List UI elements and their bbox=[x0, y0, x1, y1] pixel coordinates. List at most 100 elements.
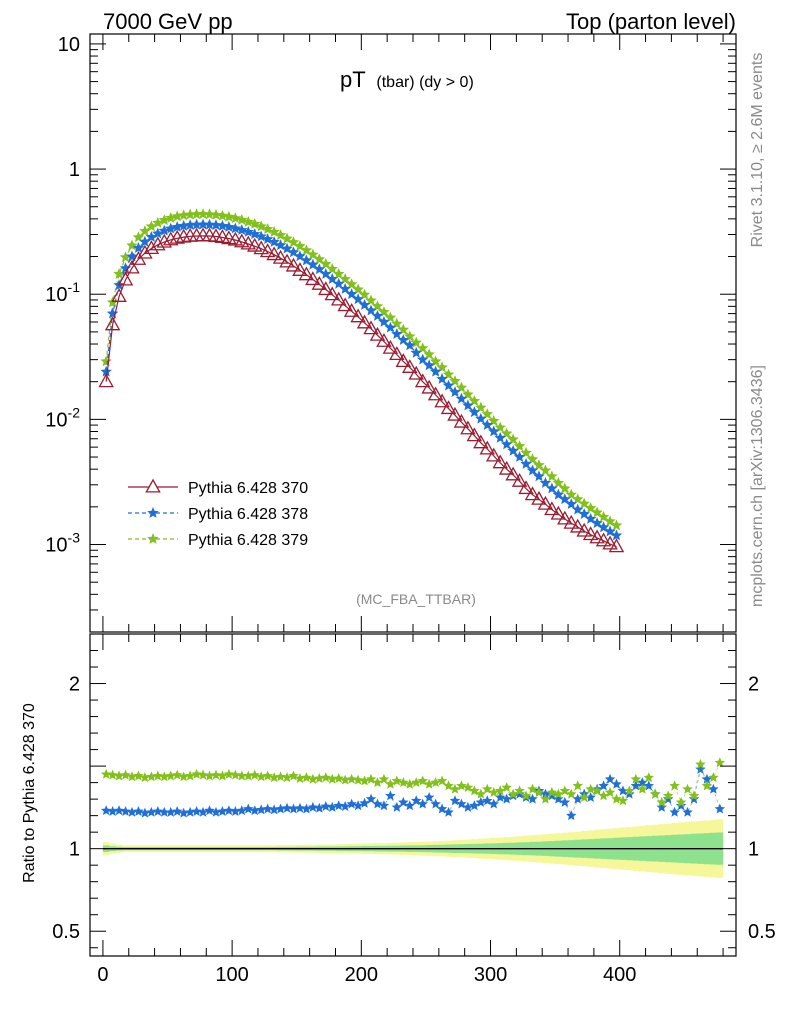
series-line bbox=[105, 223, 617, 537]
ratio-data-point bbox=[100, 805, 112, 816]
data-point bbox=[171, 210, 183, 222]
data-point bbox=[397, 323, 410, 335]
data-point bbox=[158, 224, 170, 236]
x-tick-label: 200 bbox=[345, 964, 378, 986]
ratio-data-point bbox=[449, 783, 461, 794]
y-tick-label: 1 bbox=[69, 159, 80, 181]
ratio-data-point bbox=[436, 775, 448, 786]
ratio-data-point bbox=[669, 806, 680, 817]
data-point bbox=[313, 263, 326, 275]
ratio-data-point bbox=[411, 777, 422, 788]
data-point bbox=[550, 505, 567, 520]
ratio-data-point bbox=[333, 800, 344, 811]
data-point bbox=[475, 412, 487, 424]
data-point bbox=[507, 433, 519, 445]
data-point bbox=[345, 278, 358, 290]
ratio-data-point bbox=[708, 772, 719, 783]
data-point bbox=[171, 221, 183, 232]
ratio-data-point bbox=[339, 801, 351, 812]
data-point bbox=[526, 453, 539, 465]
legend-label: Pythia 6.428 378 bbox=[188, 506, 308, 523]
y-tick-label-exponent: -3 bbox=[68, 530, 81, 546]
ratio-data-point bbox=[533, 787, 545, 797]
data-point bbox=[384, 321, 397, 333]
data-point bbox=[455, 392, 468, 404]
data-point bbox=[236, 224, 248, 236]
legend-swatch-marker bbox=[147, 533, 159, 544]
data-point bbox=[371, 300, 384, 312]
ratio-data-point bbox=[204, 805, 215, 816]
ratio-data-point bbox=[385, 790, 396, 801]
ratio-data-point bbox=[184, 770, 196, 781]
data-point bbox=[356, 314, 373, 329]
ratio-data-point bbox=[288, 770, 299, 781]
data-point bbox=[266, 246, 282, 261]
ratio-data-point bbox=[611, 778, 622, 789]
data-point bbox=[229, 222, 242, 234]
ratio-data-point bbox=[488, 798, 499, 809]
ratio-plot-frame bbox=[89, 633, 737, 957]
data-point bbox=[223, 221, 235, 232]
ratio-data-point bbox=[268, 804, 280, 815]
data-point bbox=[416, 342, 429, 354]
data-point bbox=[537, 495, 554, 510]
data-point bbox=[559, 482, 571, 494]
ratio-data-point bbox=[352, 774, 364, 785]
data-point bbox=[190, 218, 203, 230]
ratio-data-point bbox=[456, 780, 467, 791]
data-point bbox=[326, 273, 338, 284]
data-point bbox=[591, 517, 603, 529]
data-point bbox=[139, 225, 151, 237]
data-point bbox=[119, 251, 132, 263]
data-point bbox=[358, 299, 371, 310]
data-point bbox=[311, 275, 328, 290]
ratio-data-point bbox=[152, 806, 164, 816]
ratio-data-point bbox=[255, 804, 267, 815]
ratio-data-point bbox=[378, 800, 390, 811]
data-point bbox=[113, 268, 125, 279]
ratio-data-point bbox=[146, 806, 157, 817]
data-point bbox=[595, 532, 612, 547]
ratio-data-point bbox=[352, 800, 364, 811]
data-point bbox=[197, 218, 209, 230]
data-point bbox=[184, 219, 196, 231]
data-point bbox=[195, 227, 211, 242]
data-point bbox=[320, 258, 332, 269]
data-point bbox=[117, 271, 134, 286]
data-point bbox=[333, 268, 345, 279]
data-point bbox=[177, 209, 190, 221]
ratio-series-pythia-6-428-378 bbox=[100, 763, 726, 821]
data-point bbox=[358, 288, 371, 300]
ratio-data-point bbox=[572, 780, 583, 791]
ratio-data-point bbox=[146, 771, 157, 782]
data-point bbox=[119, 262, 132, 274]
ratio-data-point bbox=[359, 797, 370, 808]
data-point bbox=[423, 348, 435, 360]
ratio-data-point bbox=[591, 785, 603, 796]
ratio-data-point bbox=[372, 777, 383, 788]
data-point bbox=[236, 213, 248, 225]
ratio-data-point bbox=[262, 770, 273, 781]
data-point bbox=[305, 271, 321, 286]
data-point bbox=[479, 440, 496, 455]
ratio-data-point bbox=[314, 772, 325, 783]
ratio-data-point bbox=[372, 798, 383, 809]
ratio-data-point bbox=[688, 790, 700, 801]
y-tick-label: 10 bbox=[58, 34, 80, 56]
data-point bbox=[294, 240, 306, 252]
data-point bbox=[150, 236, 166, 251]
ratio-data-point bbox=[107, 806, 118, 816]
data-point bbox=[473, 434, 489, 449]
header-left-label: 7000 GeV pp bbox=[103, 9, 233, 34]
data-point bbox=[507, 444, 519, 456]
ratio-data-point bbox=[572, 793, 583, 804]
ratio-data-point bbox=[404, 778, 415, 789]
rivet-version-label: Rivet 3.1.10, ≥ 2.6M events bbox=[749, 53, 766, 248]
ratio-data-point bbox=[630, 773, 642, 784]
ratio-data-point bbox=[268, 772, 280, 783]
ratio-data-point bbox=[650, 788, 661, 799]
data-point bbox=[124, 259, 140, 274]
ratio-series-layer bbox=[100, 757, 726, 821]
ratio-data-point bbox=[398, 777, 409, 788]
data-point bbox=[397, 334, 410, 345]
